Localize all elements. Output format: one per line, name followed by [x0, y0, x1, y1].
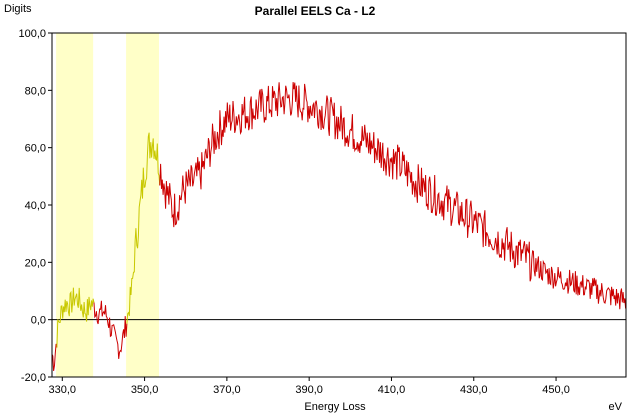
y-tick-label: 100,0 — [18, 28, 46, 40]
highlight-window-1 — [56, 33, 94, 377]
x-tick-label: 370,0 — [213, 384, 241, 396]
highlight-window-2 — [126, 33, 159, 377]
x-axis-label: Energy Loss — [304, 401, 366, 413]
spectrum-segment-3 — [93, 300, 128, 359]
x-tick-label: 390,0 — [295, 384, 323, 396]
y-tick-label: 0,0 — [31, 315, 46, 327]
spectrum-segment-5 — [159, 82, 627, 310]
x-tick-label: 330,0 — [49, 384, 77, 396]
chart-title: Parallel EELS Ca - L2 — [255, 4, 376, 18]
y-tick-label: 60,0 — [25, 143, 46, 155]
spectrum-segment-4 — [126, 132, 161, 324]
y-tick-label: -20,0 — [21, 372, 46, 384]
y-axis-label: Digits — [4, 3, 32, 15]
x-axis-unit: eV — [609, 401, 623, 413]
x-tick-label: 450,0 — [542, 384, 570, 396]
y-tick-label: 20,0 — [25, 257, 46, 269]
x-tick-label: 410,0 — [378, 384, 406, 396]
highlight-windows — [56, 33, 159, 377]
x-tick-label: 430,0 — [460, 384, 488, 396]
spectrum-segment-1 — [51, 343, 58, 371]
y-axis-ticks: -20,0 0,0 20,0 40,0 60,0 80,0 100,0 — [18, 28, 52, 384]
y-tick-label: 40,0 — [25, 200, 46, 212]
spectrum-segment-2 — [56, 287, 95, 348]
spectrum-series — [51, 82, 627, 371]
x-tick-label: 350,0 — [131, 384, 159, 396]
x-axis-ticks: 330,0 350,0 370,0 390,0 410,0 430,0 450,0 — [49, 377, 570, 396]
y-tick-label: 80,0 — [25, 85, 46, 97]
